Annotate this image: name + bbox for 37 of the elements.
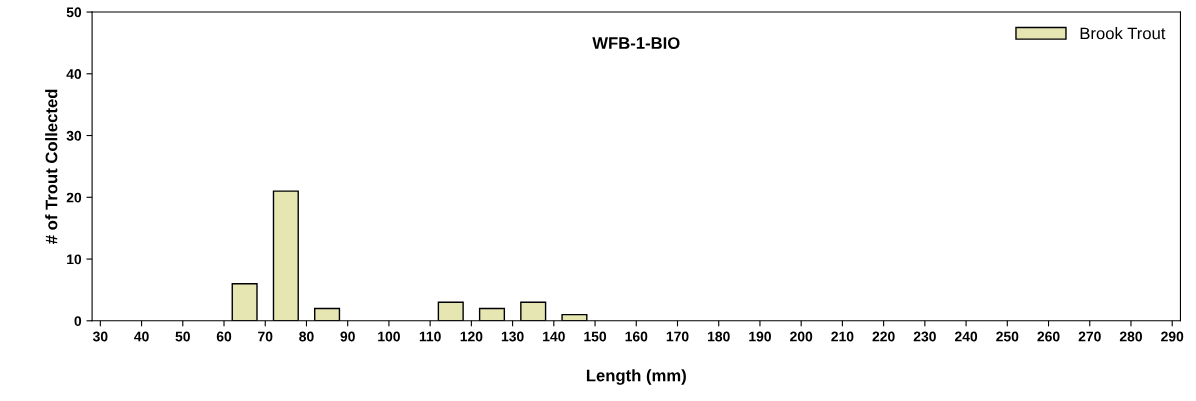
- y-tick-label: 30: [66, 130, 82, 141]
- x-tick-label: 120: [460, 331, 483, 342]
- x-tick-label: 30: [92, 331, 108, 342]
- x-tick-label: 260: [1037, 331, 1060, 342]
- x-tick-label: 180: [708, 331, 730, 342]
- x-tick-label: 60: [216, 331, 232, 342]
- y-tick-label: 10: [67, 254, 82, 265]
- x-tick-label: 110: [419, 331, 441, 342]
- legend-label: Brook Trout: [1080, 27, 1166, 40]
- x-tick-label: 240: [954, 331, 978, 342]
- x-tick-label: 140: [543, 331, 565, 342]
- x-tick-label: 270: [1078, 331, 1101, 342]
- y-tick-label: 20: [66, 192, 82, 203]
- x-tick-label: 280: [1119, 331, 1142, 342]
- x-tick-label: 210: [831, 331, 854, 342]
- text: WFB-1-BIO: [592, 37, 680, 49]
- x-tick-label: 220: [872, 331, 895, 342]
- y-tick-label: 40: [66, 69, 82, 79]
- x-tick-label: 100: [378, 331, 400, 342]
- x-tick-label: 80: [299, 331, 314, 342]
- x-tick-label: 200: [790, 331, 813, 342]
- x-tick-label: 50: [175, 331, 190, 342]
- y-tick-label: 0: [74, 316, 82, 326]
- x-tick-label: 90: [340, 331, 355, 342]
- x-tick-label: 170: [666, 331, 689, 342]
- x-tick-label: 250: [996, 331, 1019, 342]
- x-axis-title: Length (mm): [586, 369, 686, 385]
- x-tick-label: 230: [913, 331, 936, 342]
- x-tick-label: 130: [501, 331, 524, 342]
- x-tick-label: 160: [625, 331, 648, 342]
- x-tick-label: 190: [749, 331, 771, 342]
- x-tick-label: 40: [134, 331, 149, 342]
- x-tick-label: 150: [584, 331, 607, 342]
- x-tick-label: 290: [1161, 331, 1184, 342]
- y-tick-label: 50: [66, 7, 82, 18]
- y-axis-title: # of Trout Collected: [45, 89, 58, 244]
- x-tick-label: 70: [258, 331, 273, 342]
